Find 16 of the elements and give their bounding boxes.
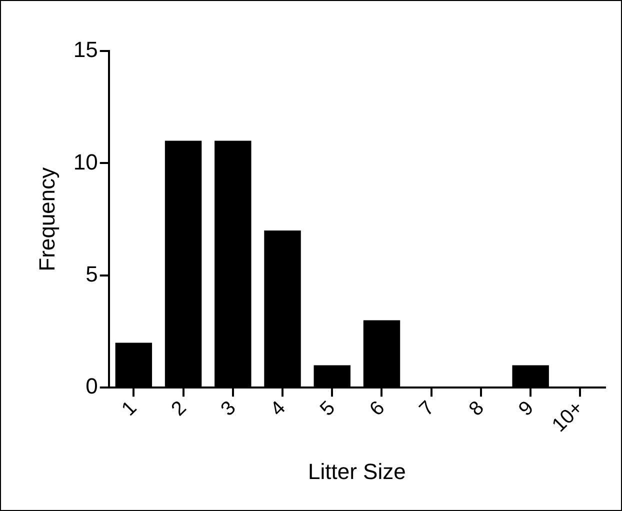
y-axis-title: Frequency: [34, 167, 60, 272]
x-tick-label: 4: [266, 397, 290, 420]
y-tick-label: 10: [73, 149, 98, 174]
x-tick-label: 10+: [548, 397, 588, 437]
x-tick-label: 3: [216, 397, 240, 420]
x-axis-title: Litter Size: [308, 458, 406, 484]
x-tick-label: 1: [118, 397, 142, 420]
y-tick-label: 0: [86, 374, 98, 399]
x-tick-label: 9: [514, 397, 538, 420]
x-tick-label: 2: [167, 397, 191, 420]
y-tick-label: 15: [73, 37, 98, 62]
x-tick-label: 7: [415, 397, 439, 420]
y-tick-label: 5: [86, 261, 98, 286]
x-tick-label: 5: [316, 397, 340, 420]
x-tick-label: 6: [366, 397, 390, 420]
x-tick-label: 8: [464, 397, 488, 420]
